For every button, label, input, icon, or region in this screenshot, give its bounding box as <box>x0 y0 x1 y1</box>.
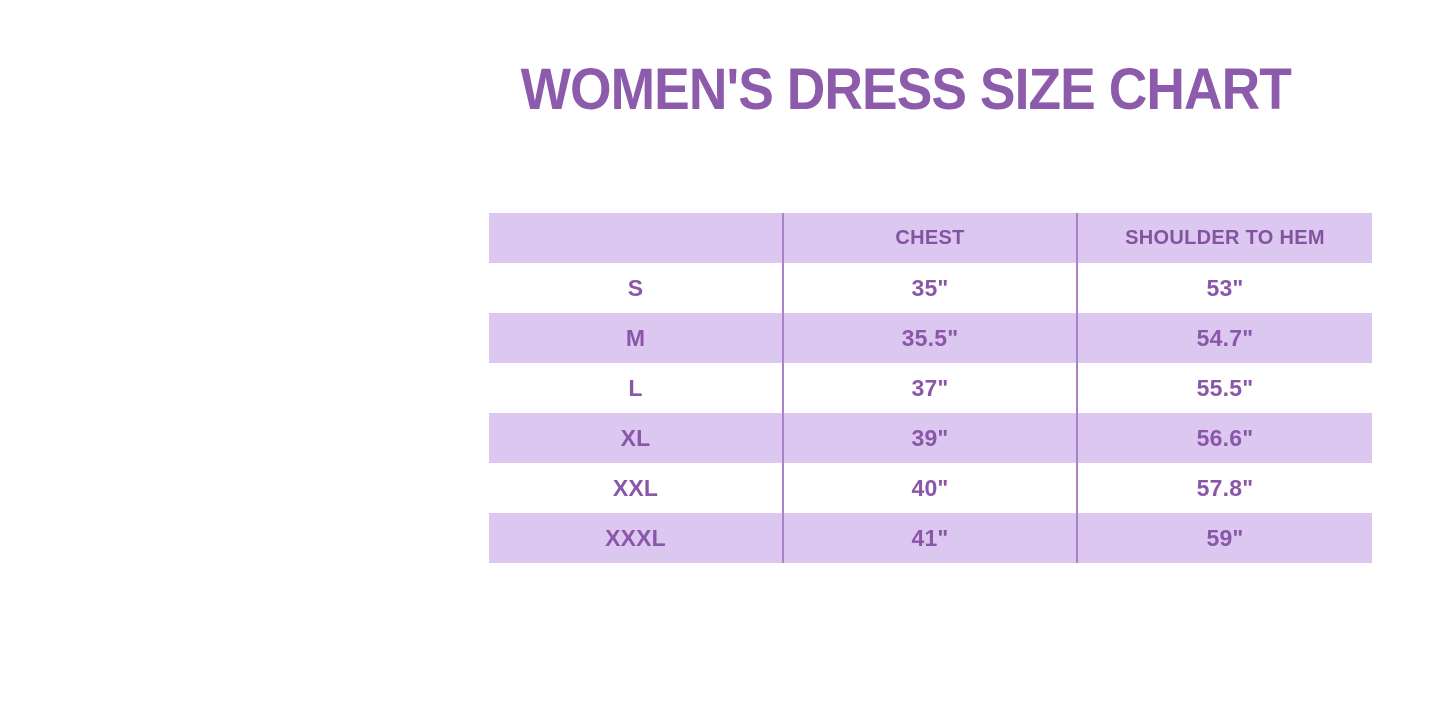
cell-shoulder-to-hem: 59" <box>1076 513 1372 563</box>
size-chart-table: CHEST SHOULDER TO HEM S 35" 53" M 35.5" … <box>489 213 1372 563</box>
page-title: WOMEN'S DRESS SIZE CHART <box>520 57 1292 122</box>
cell-size: XXXL <box>605 524 666 551</box>
cell-size: XL <box>620 424 651 451</box>
table-row-m: M 35.5" 54.7" <box>489 313 1372 363</box>
table-row-xxl: XXL 40" 57.8" <box>489 463 1372 513</box>
cell-chest: 37" <box>782 363 1077 413</box>
cell-shoulder-to-hem: 54.7" <box>1076 313 1372 363</box>
table-row-l: L 37" 55.5" <box>489 363 1372 413</box>
cell-chest: 40" <box>782 463 1077 513</box>
table-row-s: S 35" 53" <box>489 263 1372 313</box>
header-shoulder-to-hem: SHOULDER TO HEM <box>1076 213 1372 263</box>
table-row-xxxl: XXXL 41" 59" <box>489 513 1372 563</box>
cell-size: M <box>625 324 646 351</box>
table-header-row: CHEST SHOULDER TO HEM <box>489 213 1372 263</box>
header-chest: CHEST <box>782 213 1077 263</box>
cell-chest: 39" <box>782 413 1077 463</box>
cell-size: XXL <box>612 474 659 501</box>
cell-shoulder-to-hem: 55.5" <box>1076 363 1372 413</box>
header-size <box>489 213 783 263</box>
cell-shoulder-to-hem: 56.6" <box>1076 413 1372 463</box>
table-row-xl: XL 39" 56.6" <box>489 413 1372 463</box>
cell-chest: 35.5" <box>782 313 1077 363</box>
cell-size: L <box>628 374 643 401</box>
cell-chest: 41" <box>782 513 1077 563</box>
cell-shoulder-to-hem: 57.8" <box>1076 463 1372 513</box>
cell-chest: 35" <box>782 263 1077 313</box>
cell-size: S <box>627 274 644 301</box>
cell-shoulder-to-hem: 53" <box>1076 263 1372 313</box>
